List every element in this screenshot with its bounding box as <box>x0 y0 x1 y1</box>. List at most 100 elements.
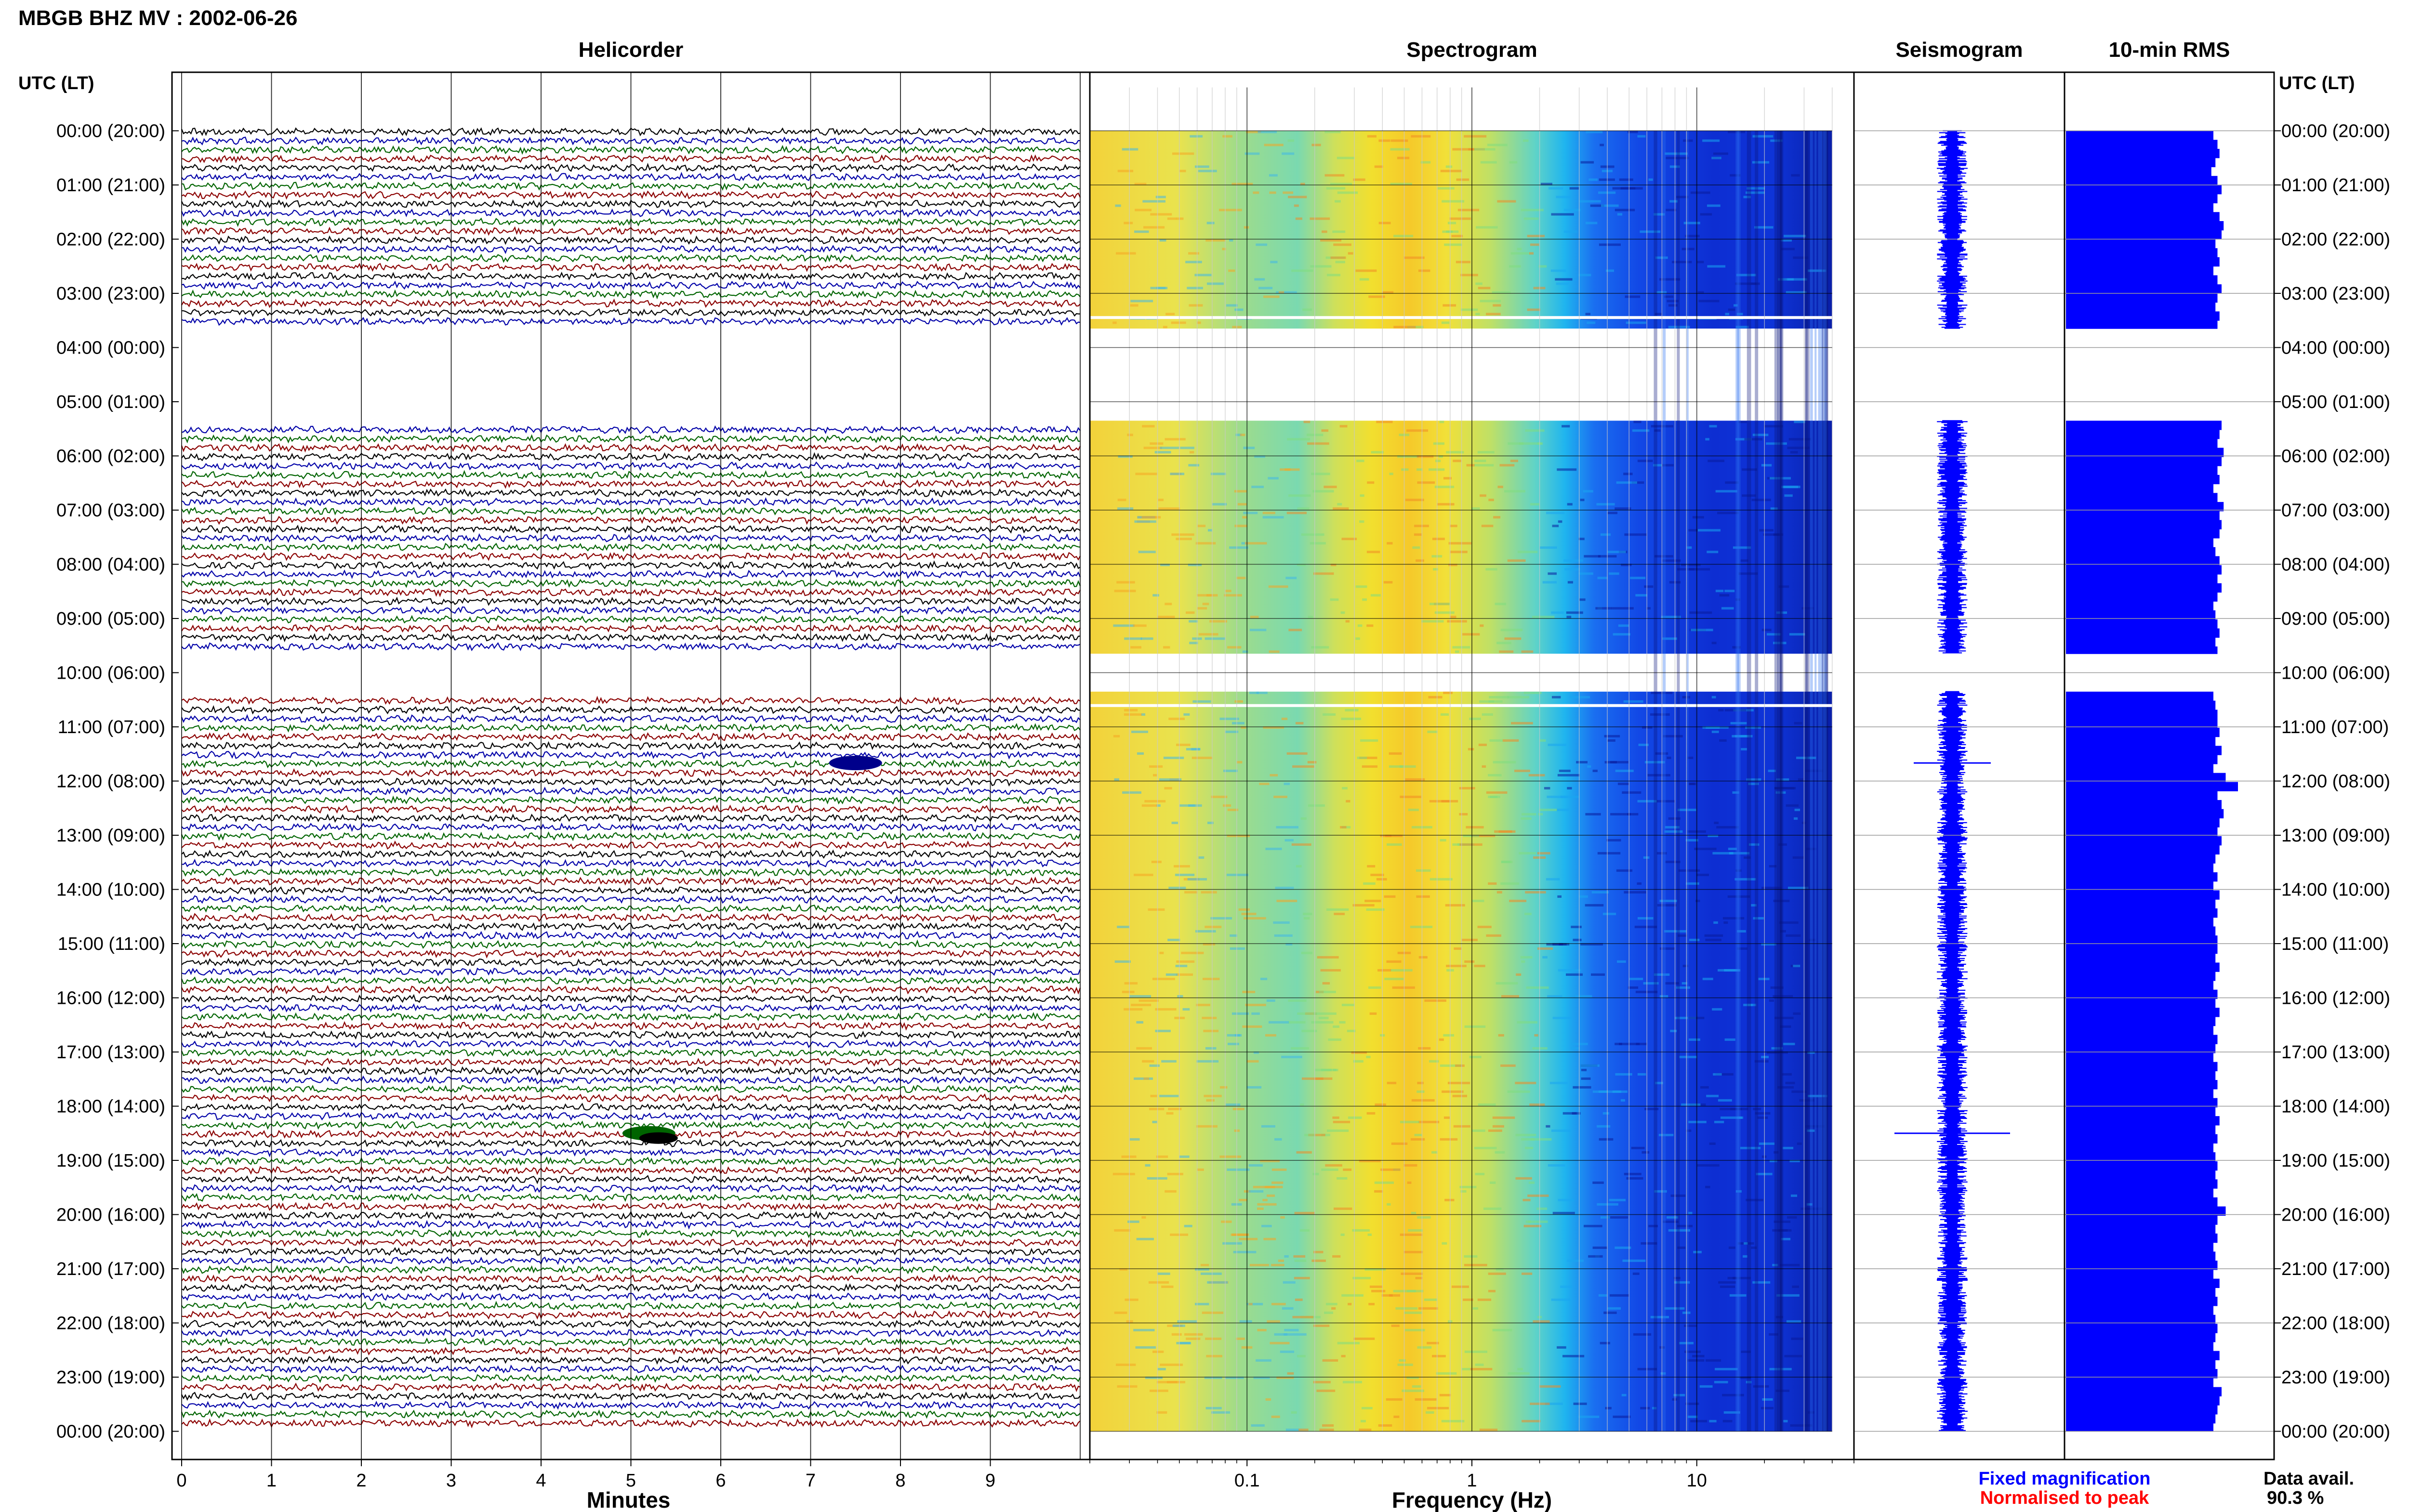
rms-bar <box>2066 881 2213 891</box>
time-tick-left: 10:00 (06:00) <box>56 663 165 684</box>
minutes-tick: 4 <box>536 1471 546 1491</box>
rms-bar <box>2066 1387 2222 1396</box>
rms-bar <box>2066 1261 2218 1270</box>
time-tick-right: 18:00 (14:00) <box>2281 1097 2390 1117</box>
rms-bar <box>2066 248 2218 258</box>
rms-bar <box>2066 1080 2218 1090</box>
time-tick-right: 21:00 (17:00) <box>2281 1259 2390 1279</box>
rms-bar <box>2066 1206 2226 1216</box>
minutes-axis-label: Minutes <box>587 1487 671 1512</box>
rms-bar <box>2066 1016 2216 1026</box>
seismogram-trace <box>1937 691 1968 1431</box>
time-tick-right: 22:00 (18:00) <box>2281 1314 2390 1334</box>
rms-bar <box>2066 755 2218 764</box>
rms-bar <box>2066 619 2218 629</box>
rms-bar <box>2066 1052 2213 1063</box>
rms-bar <box>2066 908 2218 918</box>
rms-bar <box>2066 1134 2218 1144</box>
rms-bar <box>2066 547 2216 557</box>
rms-bar <box>2066 980 2213 990</box>
time-tick-left: 05:00 (01:00) <box>56 392 165 412</box>
rms-bar <box>2066 746 2222 755</box>
rms-bar <box>2066 167 2211 176</box>
rms-bar <box>2066 1369 2218 1379</box>
time-axis-title-left: UTC (LT) <box>18 73 94 93</box>
rms-bar <box>2066 275 2218 285</box>
rms-title: 10-min RMS <box>2109 38 2230 62</box>
rms-bar <box>2066 1360 2216 1369</box>
rms-bar <box>2066 972 2216 981</box>
rms-bar <box>2066 935 2218 945</box>
rms-bar <box>2066 266 2213 276</box>
rms-bar <box>2066 1062 2218 1071</box>
time-tick-right: 20:00 (16:00) <box>2281 1205 2390 1225</box>
rms-bar <box>2066 763 2213 774</box>
helicorder-title: Helicorder <box>579 38 684 62</box>
time-tick-left: 02:00 (22:00) <box>56 230 165 250</box>
rms-bar <box>2066 131 2213 140</box>
rms-bar <box>2066 736 2216 746</box>
rms-bar <box>2066 438 2218 448</box>
event-signal <box>829 756 882 770</box>
rms-bar <box>2066 854 2216 864</box>
legend-fixed: Fixed magnification <box>1979 1469 2151 1489</box>
rms-bar <box>2066 484 2213 493</box>
rms-bar <box>2066 203 2213 212</box>
rms-bar <box>2066 311 2220 321</box>
availability-label: Data avail. <box>2263 1469 2354 1489</box>
time-tick-left: 00:00 (20:00) <box>56 121 165 142</box>
rms-bar <box>2066 962 2220 972</box>
minutes-tick: 6 <box>715 1471 726 1491</box>
time-tick-right: 03:00 (23:00) <box>2281 284 2390 304</box>
rms-bar <box>2066 1026 2213 1035</box>
rms-bar <box>2066 466 2218 475</box>
rms-bar <box>2066 1233 2218 1243</box>
rms-bar <box>2066 194 2218 204</box>
rms-bar <box>2066 1242 2213 1252</box>
rms-bar <box>2066 872 2218 882</box>
minutes-tick: 5 <box>626 1471 636 1491</box>
rms-bar <box>2066 1269 2213 1279</box>
seismogram-title: Seismogram <box>1895 38 2023 62</box>
rms-bar <box>2066 1188 2213 1198</box>
time-tick-left: 00:00 (20:00) <box>56 1422 165 1442</box>
time-tick-left: 21:00 (17:00) <box>56 1259 165 1279</box>
time-tick-left: 17:00 (13:00) <box>56 1042 165 1063</box>
rms-bar <box>2066 1405 2218 1415</box>
time-tick-left: 18:00 (14:00) <box>56 1097 165 1117</box>
minutes-tick: 7 <box>806 1471 816 1491</box>
rms-bar <box>2066 1324 2218 1333</box>
minutes-tick: 1 <box>266 1471 277 1491</box>
rms-bar <box>2066 1116 2220 1126</box>
time-tick-right: 09:00 (05:00) <box>2281 609 2390 629</box>
minutes-tick: 9 <box>985 1471 995 1491</box>
rms-bar <box>2066 1297 2218 1306</box>
rms-bar <box>2066 1288 2216 1297</box>
rms-bar <box>2066 944 2218 954</box>
time-tick-right: 10:00 (06:00) <box>2281 663 2390 684</box>
rms-bar <box>2066 999 2216 1008</box>
rms-bar <box>2066 212 2220 222</box>
time-tick-left: 16:00 (12:00) <box>56 988 165 1009</box>
rms-bar <box>2066 1215 2218 1225</box>
time-tick-right: 15:00 (11:00) <box>2281 934 2389 954</box>
rms-bar <box>2066 989 2218 999</box>
rms-bar <box>2066 185 2222 195</box>
rms-bar <box>2066 1152 2216 1162</box>
seismogram-trace <box>1937 130 1968 329</box>
legend-normalised: Normalised to peak <box>1980 1488 2149 1508</box>
rms-bar <box>2066 565 2222 575</box>
time-tick-right: 13:00 (09:00) <box>2281 826 2390 846</box>
rms-bar <box>2066 176 2218 185</box>
rms-bar <box>2066 691 2213 701</box>
rms-bar <box>2066 1423 2213 1432</box>
rms-bar <box>2066 773 2226 782</box>
rms-bar <box>2066 719 2218 728</box>
time-tick-right: 04:00 (00:00) <box>2281 338 2390 358</box>
time-tick-left: 20:00 (16:00) <box>56 1205 165 1225</box>
rms-bar <box>2066 1008 2220 1017</box>
rms-bar <box>2066 221 2224 231</box>
rms-bar <box>2066 230 2222 240</box>
rms-bar <box>2066 1179 2218 1189</box>
minutes-tick: 2 <box>356 1471 366 1491</box>
